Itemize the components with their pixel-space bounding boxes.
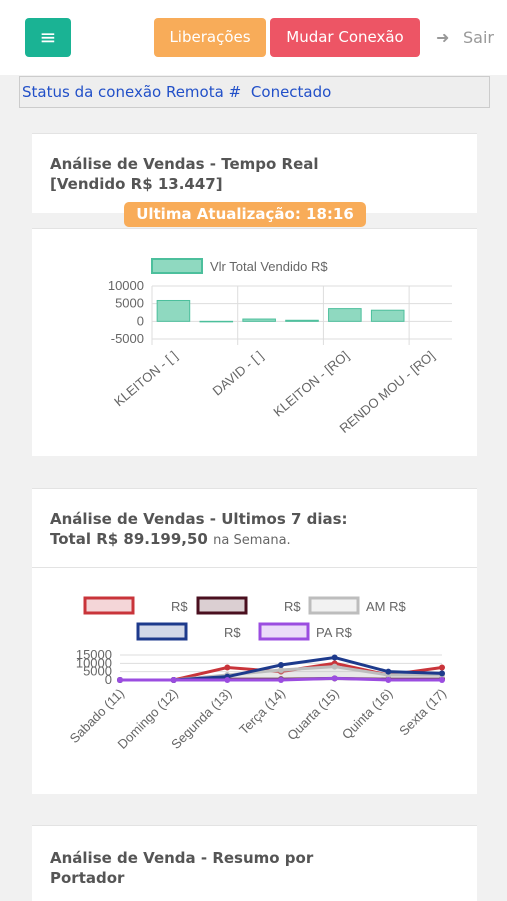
bar [328, 308, 362, 322]
y-tick-label: 5000 [83, 664, 112, 679]
point [331, 663, 338, 670]
legend-swatch [136, 622, 188, 641]
legend-label: PA R$ [316, 625, 353, 640]
card-title: Análise de Venda - Resumo por Portador [50, 849, 314, 887]
x-tick-label: Terça (14) [236, 686, 288, 738]
card-note: na Semana. [213, 533, 291, 548]
card-subtitle: [Vendido R$ 13.447] [50, 175, 223, 193]
point [439, 670, 445, 677]
y-tick-label: 10000 [108, 278, 144, 293]
logout-icon[interactable]: ➜ [436, 28, 450, 47]
point [331, 654, 338, 661]
card-body: 10000 5000 0 -5000 Vlr Total Vendido R$ KLEIT… [32, 228, 477, 456]
point [278, 662, 284, 668]
x-tick-label: Sexta (17) [396, 686, 449, 739]
bar [285, 319, 319, 322]
y-tick-label: -5000 [111, 331, 144, 346]
card-title: Análise de Vendas - Ultimos 7 dias: [50, 510, 348, 528]
point [331, 675, 338, 682]
point [385, 677, 392, 683]
card-header: Análise de Vendas - Ultimos 7 dias: Tota… [32, 488, 477, 568]
y-tick-label: 10000 [76, 655, 112, 670]
bar [156, 299, 191, 322]
point [117, 677, 123, 683]
legend-label: R$ [284, 599, 301, 614]
legend-swatch [258, 622, 310, 641]
legend-label: Vlr Total Vendido R$ [210, 259, 328, 274]
card-header: Análise de Venda - Resumo por Portador [32, 825, 477, 901]
status-bar: Status da conexão Remota # Conectado [19, 76, 490, 108]
point [224, 677, 231, 683]
legend-label: R$ [224, 625, 241, 640]
point [170, 677, 177, 683]
point [224, 664, 231, 671]
status-label: Status da conexão Remota # [22, 83, 242, 101]
point [278, 667, 284, 673]
point [439, 664, 445, 671]
area [120, 666, 442, 680]
y-tick-label: 0 [137, 313, 144, 328]
card-title: Análise de Vendas - Tempo Real [50, 155, 319, 173]
mudar-conexao-button[interactable]: Mudar Conexão [270, 18, 420, 57]
x-tick-label: Quinta (16) [339, 686, 396, 743]
y-tick-label: 15000 [76, 647, 112, 662]
x-tick-label: DAVID - [ ] [210, 348, 266, 399]
bar [242, 318, 276, 322]
status-value: Conectado [250, 83, 332, 101]
point [439, 677, 445, 683]
menu-button[interactable]: ≡ [25, 18, 71, 57]
legend-swatch [83, 596, 135, 615]
x-tick-label: RENDO MOU - [RO] [337, 348, 438, 436]
legend-swatch [196, 596, 248, 615]
update-badge: Ultima Atualização: 18:16 [124, 202, 366, 227]
card-header: Análise de Vendas - Tempo Real [Vendido … [32, 133, 477, 213]
card-body: 15000 10000 5000 0 R$ R$ AM R$ R$ PA R$ Sabado (1… [32, 567, 477, 794]
x-tick-label: KLEITON - [ ] [111, 348, 180, 409]
card-subtitle: Total R$ 89.199,50 [50, 530, 208, 548]
x-tick-label: KLEITON - [RO] [270, 348, 351, 420]
legend-swatch [308, 596, 360, 615]
legend-label: R$ [171, 599, 188, 614]
chart: 10000 5000 0 -5000 Vlr Total Vendido R$ KLEIT… [108, 258, 452, 436]
y-tick-label: 0 [105, 672, 112, 687]
liberacoes-button[interactable]: Liberações [154, 18, 266, 57]
bar [199, 320, 234, 323]
legend-label: AM R$ [366, 599, 407, 614]
legend-swatch [151, 258, 203, 274]
bar [370, 309, 405, 322]
point [385, 668, 392, 675]
logout-link[interactable]: Sair [463, 28, 494, 47]
point [278, 677, 284, 683]
x-tick-label: Quarta (15) [284, 686, 342, 744]
y-tick-label: 5000 [115, 296, 144, 311]
